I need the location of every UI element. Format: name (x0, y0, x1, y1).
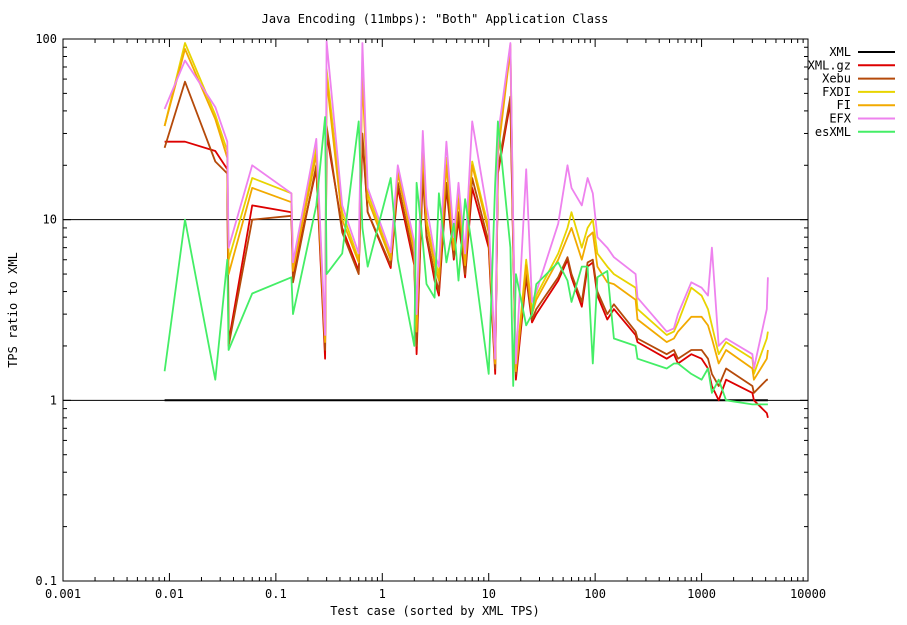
x-tick-label: 0.1 (265, 587, 287, 601)
legend-label-esxml: esXML (815, 125, 851, 139)
legend-label-fxdi: FXDI (822, 85, 851, 99)
x-tick-label: 0.01 (155, 587, 184, 601)
y-tick-label: 0.1 (35, 574, 57, 588)
legend-label-fi: FI (837, 98, 851, 112)
legend-label-xml: XML (829, 45, 851, 59)
legend-label-efx: EFX (829, 112, 851, 126)
x-tick-label: 100 (584, 587, 606, 601)
y-tick-label: 100 (35, 32, 57, 46)
y-axis-label: TPS ratio to XML (6, 252, 20, 368)
chart-title: Java Encoding (11mbps): "Both" Applicati… (262, 12, 609, 26)
legend-label-xebu: Xebu (822, 72, 851, 86)
x-tick-label: 0.001 (45, 587, 81, 601)
y-tick-label: 10 (43, 213, 57, 227)
x-tick-label: 10 (481, 587, 495, 601)
legend-label-xml-gz: XML.gz (808, 58, 851, 72)
series-line-fi (163, 48, 769, 381)
y-tick-label: 1 (50, 393, 57, 407)
x-tick-label: 1 (379, 587, 386, 601)
x-tick-label: 10000 (790, 587, 826, 601)
series-line-esxml (163, 116, 768, 406)
plot-frame (62, 38, 809, 582)
x-tick-label: 1000 (687, 587, 716, 601)
series-lines (163, 40, 769, 419)
reference-lines (63, 219, 808, 401)
x-axis-label: Test case (sorted by XML TPS) (330, 604, 540, 618)
axis-ticks: 0.001 0.01 0.1 1 10 100 1000 10000 0.1 1 10 100 (35, 32, 826, 601)
